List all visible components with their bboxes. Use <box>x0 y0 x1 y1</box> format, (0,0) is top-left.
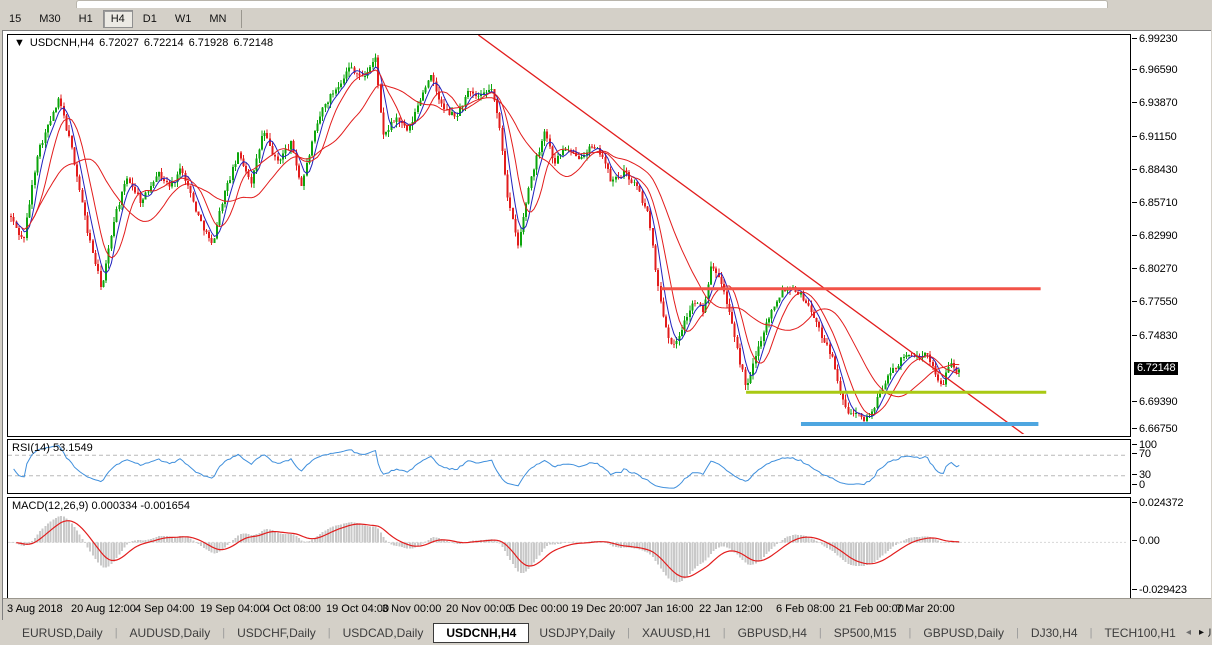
timeframe-button-d1[interactable]: D1 <box>142 12 157 25</box>
symbol-timeframe-label: USDCNH,H4 <box>29 37 95 49</box>
tab-separator: | <box>114 626 118 639</box>
rsi-tick: 30 <box>1132 469 1151 481</box>
time-axis-label: 19 Dec 20:00 <box>571 603 637 615</box>
tab-scroll-arrows: ◂ ▸ <box>1181 620 1208 645</box>
rsi-indicator-pane[interactable] <box>7 439 1131 494</box>
time-axis-label: 3 Aug 2018 <box>7 603 63 615</box>
timeframe-toolbar: 15 M30 H1 H4 D1 W1 MN <box>0 7 1212 30</box>
price-tick: 6.93870 <box>1131 97 1178 110</box>
chart-tab-usdcnh-h4[interactable]: USDCNH,H4 <box>433 622 530 643</box>
timeframe-button-h4[interactable]: H4 <box>102 9 133 28</box>
time-axis-label: 19 Oct 04:00 <box>326 603 389 615</box>
price-tick: 6.77550 <box>1131 296 1178 309</box>
rsi-label: RSI(14) 53.1549 <box>12 442 93 454</box>
tab-separator: | <box>722 626 726 639</box>
rsi-scale[interactable]: 100 70 30 0 <box>1132 439 1209 492</box>
ohlc-open: 6.72027 <box>99 37 139 49</box>
price-scale[interactable]: 6.99230 6.96590 6.93870 6.91150 6.88430 6.857… <box>1131 33 1209 435</box>
chart-tab-gbpusd-daily[interactable]: GBPUSD,Daily <box>923 625 1005 640</box>
chart-tab-bar: EURUSD,Daily | AUDUSD,Daily | USDCHF,Daily | U… <box>0 620 1212 645</box>
ohlc-close: 6.72148 <box>233 37 274 49</box>
chart-title-ohlc: ▼ USDCNH,H4 6.72027 6.72214 6.71928 6.72148 <box>14 37 278 49</box>
price-tick: 6.85710 <box>1131 196 1178 209</box>
timeframe-button-m30[interactable]: M30 <box>39 12 61 25</box>
price-chart-pane[interactable] <box>7 34 1131 437</box>
toolbar-separator <box>241 9 243 28</box>
time-axis-label: 22 Jan 12:00 <box>699 603 763 615</box>
symbol-dropdown-marker-icon[interactable]: ▼ <box>14 37 25 49</box>
tab-separator: | <box>222 626 226 639</box>
tab-separator: | <box>1016 626 1019 639</box>
price-tick: 6.66750 <box>1131 423 1178 435</box>
tab-separator: | <box>908 626 912 639</box>
tab-separator: | <box>627 626 631 639</box>
rsi-tick: 0 <box>1132 479 1145 491</box>
time-axis-label: 4 Oct 08:00 <box>264 603 321 615</box>
price-tick: 6.91150 <box>1132 130 1177 143</box>
chart-tab-usdchf-daily[interactable]: USDCHF,Daily <box>237 625 316 640</box>
chart-tab-audusd-daily[interactable]: AUDUSD,Daily <box>129 625 211 640</box>
time-axis-label: 7 Jan 16:00 <box>636 603 694 615</box>
chart-tab-usdcad-daily[interactable]: USDCAD,Daily <box>342 625 424 640</box>
chart-tab-eurusd-daily[interactable]: EURUSD,Daily <box>22 625 103 640</box>
tab-separator: | <box>1089 626 1093 639</box>
timeframe-button-h1[interactable]: H1 <box>78 12 93 25</box>
tab-separator: | <box>327 626 331 639</box>
macd-tick: 0.00 <box>1132 535 1160 548</box>
time-axis-label: 21 Feb 00:00 <box>839 603 904 615</box>
time-axis-label: 4 Sep 04:00 <box>135 603 195 615</box>
chart-tab-gbpusd-h4[interactable]: GBPUSD,H4 <box>737 625 807 640</box>
timeframe-button-w1[interactable]: W1 <box>174 12 192 25</box>
rsi-tick: 70 <box>1132 448 1151 460</box>
timeframe-button-mn[interactable]: MN <box>209 12 227 25</box>
macd-label: MACD(12,26,9) 0.000334 -0.001654 <box>12 500 190 512</box>
price-tick: 6.88430 <box>1131 163 1178 176</box>
chart-window: ▼ USDCNH,H4 6.72027 6.72214 6.71928 6.72148 6… <box>2 30 1211 622</box>
current-price-tag: 6.72148 <box>1134 362 1179 376</box>
rsi-tick: 100 <box>1132 439 1157 451</box>
price-tick: 6.80270 <box>1131 263 1178 276</box>
chart-tab-tech100-h1[interactable]: TECH100,H1 <box>1104 625 1176 640</box>
macd-tick: 0.024372 <box>1131 497 1184 509</box>
time-axis-label: 6 Feb 08:00 <box>776 603 835 615</box>
macd-scale[interactable]: 0.024372 0.00 -0.029423 <box>1131 497 1209 597</box>
time-axis-label: 20 Nov 00:00 <box>446 603 512 615</box>
tab-scroll-left-icon[interactable]: ◂ <box>1185 627 1191 638</box>
chart-tab-dj30-h4[interactable]: DJ30,H4 <box>1030 625 1078 640</box>
time-axis-label: 5 Dec 00:00 <box>509 603 569 615</box>
macd-indicator-pane[interactable] <box>7 497 1131 599</box>
ohlc-low: 6.71928 <box>188 37 229 49</box>
pane-splitter-macd[interactable] <box>3 492 1211 496</box>
chart-tab-sp500-m15[interactable]: SP500,M15 <box>833 625 897 640</box>
price-tick: 6.69390 <box>1131 395 1178 408</box>
upper-toolbar-remnant <box>76 0 1108 8</box>
chart-tab-xauusd-h1[interactable]: XAUUSD,H1 <box>642 625 711 640</box>
time-axis-label: 19 Sep 04:00 <box>200 603 266 615</box>
macd-tick: -0.029423 <box>1132 584 1187 596</box>
tab-separator: | <box>818 626 822 639</box>
ohlc-high: 6.72214 <box>143 37 184 49</box>
price-tick: 6.82990 <box>1131 230 1178 243</box>
chart-tab-usdjpy-daily[interactable]: USDJPY,Daily <box>539 625 616 640</box>
price-tick: 6.99230 <box>1131 33 1178 45</box>
time-axis[interactable]: 3 Aug 2018 20 Aug 12:00 4 Sep 04:00 19 Sep … <box>3 598 1211 622</box>
time-axis-label: 7 Mar 20:00 <box>896 603 955 615</box>
price-tick: 6.96590 <box>1131 64 1178 77</box>
timeframe-button-15[interactable]: 15 <box>9 12 22 25</box>
time-axis-label: 20 Aug 12:00 <box>71 603 136 615</box>
tab-scroll-right-icon[interactable]: ▸ <box>1198 627 1204 638</box>
time-axis-label: 3 Nov 00:00 <box>382 603 442 615</box>
price-tick: 6.74830 <box>1131 329 1178 342</box>
